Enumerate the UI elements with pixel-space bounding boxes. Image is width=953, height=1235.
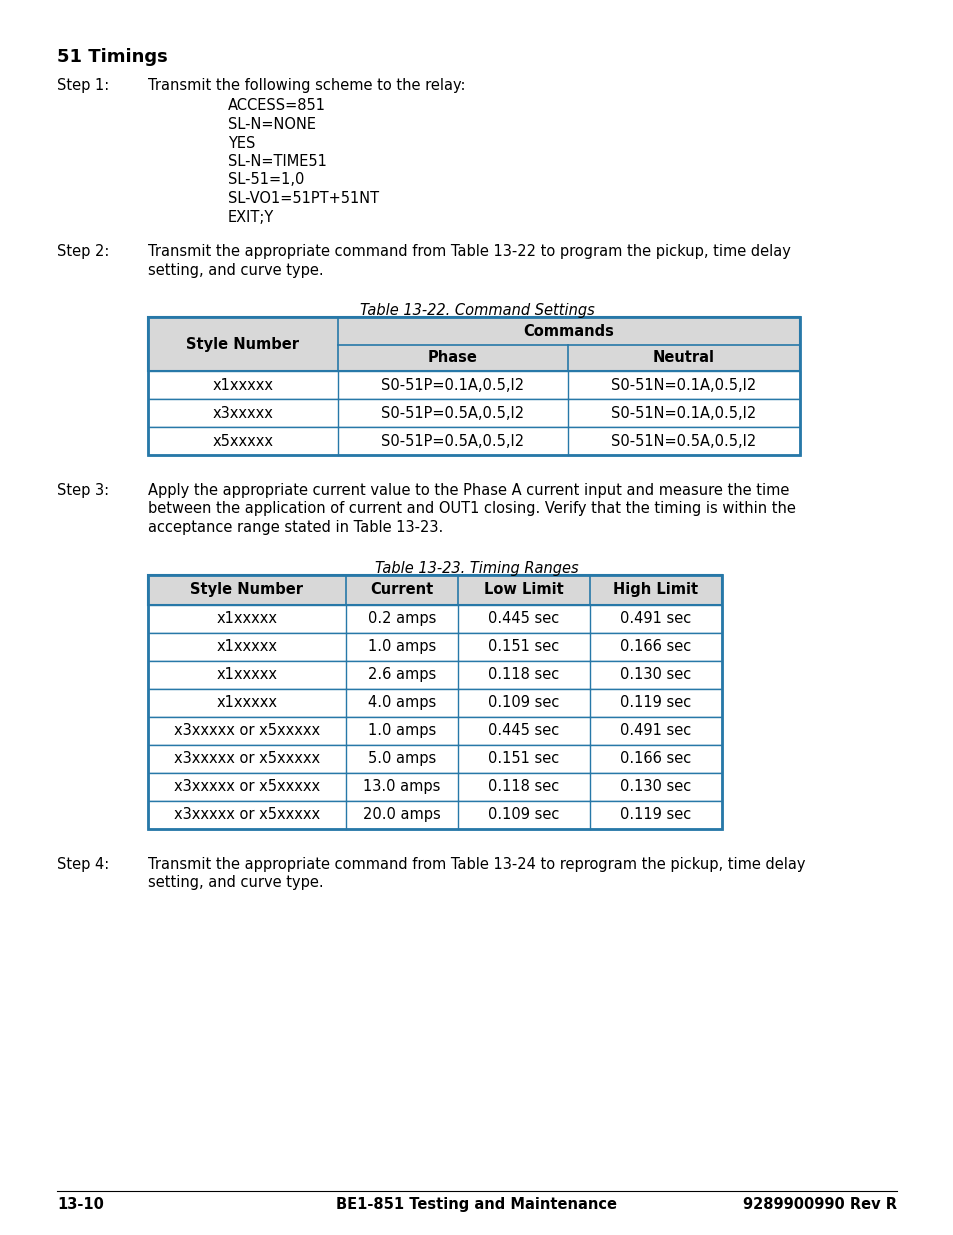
Text: 0.491 sec: 0.491 sec — [619, 722, 691, 739]
Text: Style Number: Style Number — [186, 336, 299, 352]
Text: 0.118 sec: 0.118 sec — [488, 667, 559, 682]
Bar — [148, 317, 800, 454]
Text: SL-N=TIME51: SL-N=TIME51 — [228, 154, 327, 169]
Text: ACCESS=851: ACCESS=851 — [228, 99, 326, 114]
Text: SL-N=NONE: SL-N=NONE — [228, 117, 315, 132]
Text: Style Number: Style Number — [191, 582, 303, 597]
Text: 0.130 sec: 0.130 sec — [619, 779, 691, 794]
Text: Phase: Phase — [428, 351, 477, 366]
Text: x3xxxxx or x5xxxxx: x3xxxxx or x5xxxxx — [173, 751, 319, 766]
Bar — [148, 688, 721, 716]
Text: Low Limit: Low Limit — [483, 582, 563, 597]
Bar — [148, 574, 721, 604]
Text: x1xxxxx: x1xxxxx — [213, 378, 274, 393]
Text: Table 13-22. Command Settings: Table 13-22. Command Settings — [359, 303, 594, 317]
Text: 0.445 sec: 0.445 sec — [488, 722, 559, 739]
Text: Apply the appropriate current value to the Phase A current input and measure the: Apply the appropriate current value to t… — [148, 483, 788, 498]
Text: Step 2:: Step 2: — [57, 245, 110, 259]
Text: SL-VO1=51PT+51NT: SL-VO1=51PT+51NT — [228, 191, 378, 206]
Text: Transmit the following scheme to the relay:: Transmit the following scheme to the rel… — [148, 78, 465, 93]
Bar — [148, 661, 721, 688]
Text: 0.491 sec: 0.491 sec — [619, 611, 691, 626]
Text: setting, and curve type.: setting, and curve type. — [148, 263, 323, 278]
Text: x3xxxxx or x5xxxxx: x3xxxxx or x5xxxxx — [173, 806, 319, 823]
Text: High Limit: High Limit — [613, 582, 698, 597]
Bar — [148, 604, 721, 632]
Text: 2.6 amps: 2.6 amps — [368, 667, 436, 682]
Text: 20.0 amps: 20.0 amps — [363, 806, 440, 823]
Bar — [148, 800, 721, 829]
Text: 5.0 amps: 5.0 amps — [368, 751, 436, 766]
Text: 0.2 amps: 0.2 amps — [368, 611, 436, 626]
Text: Step 3:: Step 3: — [57, 483, 109, 498]
Text: x1xxxxx: x1xxxxx — [216, 667, 277, 682]
Text: 0.130 sec: 0.130 sec — [619, 667, 691, 682]
Bar — [148, 370, 800, 399]
Text: 0.109 sec: 0.109 sec — [488, 806, 559, 823]
Text: 1.0 amps: 1.0 amps — [368, 722, 436, 739]
Text: 13-10: 13-10 — [57, 1197, 104, 1212]
Bar — [148, 773, 721, 800]
Text: setting, and curve type.: setting, and curve type. — [148, 876, 323, 890]
Text: S0-51P=0.5A,0.5,I2: S0-51P=0.5A,0.5,I2 — [381, 433, 524, 448]
Text: x1xxxxx: x1xxxxx — [216, 638, 277, 655]
Text: Neutral: Neutral — [652, 351, 714, 366]
Text: S0-51P=0.5A,0.5,I2: S0-51P=0.5A,0.5,I2 — [381, 405, 524, 420]
Text: 0.151 sec: 0.151 sec — [488, 751, 559, 766]
Text: S0-51P=0.1A,0.5,I2: S0-51P=0.1A,0.5,I2 — [381, 378, 524, 393]
Text: BE1-851 Testing and Maintenance: BE1-851 Testing and Maintenance — [336, 1197, 617, 1212]
Text: x3xxxxx or x5xxxxx: x3xxxxx or x5xxxxx — [173, 722, 319, 739]
Text: Transmit the appropriate command from Table 13-22 to program the pickup, time de: Transmit the appropriate command from Ta… — [148, 245, 790, 259]
Text: 0.119 sec: 0.119 sec — [619, 806, 691, 823]
Text: x1xxxxx: x1xxxxx — [216, 695, 277, 710]
Text: Step 1:: Step 1: — [57, 78, 110, 93]
Text: x5xxxxx: x5xxxxx — [213, 433, 274, 448]
Text: between the application of current and OUT1 closing. Verify that the timing is w: between the application of current and O… — [148, 501, 795, 516]
Text: 13.0 amps: 13.0 amps — [363, 779, 440, 794]
Text: 0.151 sec: 0.151 sec — [488, 638, 559, 655]
Text: YES: YES — [228, 136, 255, 151]
Text: Table 13-23. Timing Ranges: Table 13-23. Timing Ranges — [375, 561, 578, 576]
Text: x1xxxxx: x1xxxxx — [216, 611, 277, 626]
Text: x3xxxxx: x3xxxxx — [213, 405, 274, 420]
Text: 9289900990 Rev R: 9289900990 Rev R — [742, 1197, 896, 1212]
Text: S0-51N=0.1A,0.5,I2: S0-51N=0.1A,0.5,I2 — [611, 405, 756, 420]
Text: 0.119 sec: 0.119 sec — [619, 695, 691, 710]
Text: Step 4:: Step 4: — [57, 857, 110, 872]
Text: acceptance range stated in Table 13-23.: acceptance range stated in Table 13-23. — [148, 520, 443, 535]
Text: Transmit the appropriate command from Table 13-24 to reprogram the pickup, time : Transmit the appropriate command from Ta… — [148, 857, 804, 872]
Bar — [148, 745, 721, 773]
Text: SL-51=1,0: SL-51=1,0 — [228, 173, 304, 188]
Text: 1.0 amps: 1.0 amps — [368, 638, 436, 655]
Text: 0.109 sec: 0.109 sec — [488, 695, 559, 710]
Text: 0.166 sec: 0.166 sec — [619, 638, 691, 655]
Text: 0.166 sec: 0.166 sec — [619, 751, 691, 766]
Bar — [148, 632, 721, 661]
Bar — [148, 716, 721, 745]
Text: 0.445 sec: 0.445 sec — [488, 611, 559, 626]
Text: x3xxxxx or x5xxxxx: x3xxxxx or x5xxxxx — [173, 779, 319, 794]
Text: EXIT;Y: EXIT;Y — [228, 210, 274, 225]
Bar — [148, 574, 721, 829]
Text: S0-51N=0.5A,0.5,I2: S0-51N=0.5A,0.5,I2 — [611, 433, 756, 448]
Bar — [148, 399, 800, 427]
Text: 0.118 sec: 0.118 sec — [488, 779, 559, 794]
Text: 4.0 amps: 4.0 amps — [368, 695, 436, 710]
Bar — [148, 427, 800, 454]
Text: 51 Timings: 51 Timings — [57, 48, 168, 65]
Text: S0-51N=0.1A,0.5,I2: S0-51N=0.1A,0.5,I2 — [611, 378, 756, 393]
Text: Current: Current — [370, 582, 434, 597]
Bar — [148, 317, 800, 370]
Text: Commands: Commands — [523, 324, 614, 338]
